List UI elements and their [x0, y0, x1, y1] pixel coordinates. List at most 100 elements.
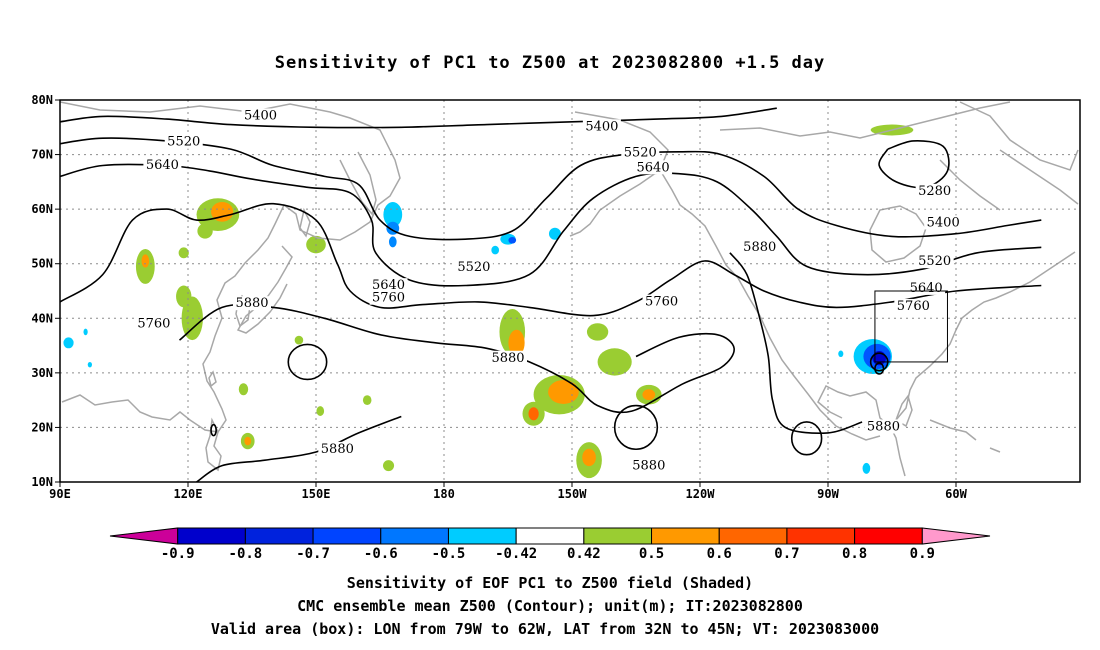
lon-tick-label: 150W — [558, 487, 588, 501]
sensitivity-blob — [176, 285, 192, 308]
contour-label: 5640 — [146, 158, 179, 173]
contour-label: 5880 — [743, 240, 776, 255]
contour-label: 5520 — [918, 254, 951, 269]
colorbar-label: -0.9 — [161, 546, 195, 562]
contour-label: 5760 — [372, 291, 405, 306]
contour-label: 5640 — [372, 278, 405, 293]
sensitivity-blob — [141, 254, 150, 268]
sensitivity-blob — [382, 460, 395, 472]
colorbar-label: 0.8 — [842, 546, 867, 562]
sensitivity-blob — [197, 223, 213, 239]
contour-label: 5880 — [235, 296, 268, 311]
sensitivity-blob — [178, 247, 189, 259]
contour-label-bg — [582, 119, 621, 134]
coastline-florida — [895, 394, 913, 428]
sensitivity-shading — [63, 124, 914, 479]
lon-tick-label: 90W — [817, 487, 839, 501]
z500-closed-contour — [790, 421, 823, 456]
z500-closed-contour — [874, 362, 885, 375]
z500-closed-contour — [613, 404, 659, 451]
contour-label-bg — [489, 350, 527, 365]
contour-label-bg — [915, 183, 954, 198]
contour-label: 5640 — [910, 281, 943, 296]
sensitivity-blob — [388, 236, 397, 248]
z500-contour-line — [878, 140, 950, 189]
contour-label: 5400 — [585, 119, 618, 134]
contour-label-bg — [369, 278, 408, 293]
z500-contour-line — [179, 303, 735, 414]
coastline-canada-north — [719, 101, 1079, 211]
contour-label: 5760 — [137, 316, 170, 331]
colorbar-label: -0.7 — [296, 546, 330, 562]
sensitivity-blob — [211, 202, 234, 222]
colorbar-label: 0.7 — [774, 546, 799, 562]
sensitivity-blob — [528, 407, 539, 421]
colorbar-label: -0.5 — [432, 546, 466, 562]
contour-label: 5880 — [632, 458, 665, 473]
map-frame — [59, 99, 1081, 483]
sensitivity-blob — [597, 348, 632, 376]
figure-title: Sensitivity of PC1 to Z500 at 2023082800… — [275, 53, 826, 73]
lat-tick-label: 60N — [31, 202, 53, 216]
contour-label-bg — [634, 160, 673, 175]
lon-tick-label: 120W — [686, 487, 716, 501]
colorbar-swatch — [447, 527, 517, 545]
z500-closed-contour — [287, 343, 328, 381]
contour-label: 5280 — [918, 184, 951, 199]
z500-closed-contour — [210, 423, 217, 437]
colorbar-label: 0.9 — [910, 546, 935, 562]
coastline-hudson-bay — [869, 205, 927, 263]
coastline-alaska — [569, 111, 669, 237]
contour-label: 5880 — [491, 351, 524, 366]
contour-label-bg — [924, 215, 963, 230]
contour-label-bg — [740, 239, 779, 254]
sensitivity-blob — [548, 379, 579, 404]
sensitivity-blob — [491, 245, 500, 255]
coastline-japan — [236, 245, 293, 334]
sensitivity-blob — [238, 383, 249, 396]
contour-label: 5520 — [457, 260, 490, 275]
caption-line-2: CMC ensemble mean Z500 (Contour); unit(m… — [297, 597, 803, 615]
lon-tick-label: 150E — [302, 487, 331, 501]
contour-label-bg — [143, 158, 182, 173]
contour-label-bg — [134, 316, 173, 331]
sensitivity-blob — [87, 361, 92, 368]
lat-tick-label: 10N — [31, 475, 53, 489]
contour-label: 5520 — [624, 146, 657, 161]
colorbar-swatch — [651, 527, 720, 545]
contour-label-bg — [864, 419, 903, 434]
z500-contour-line — [60, 137, 1042, 241]
lon-tick-label: 90E — [49, 487, 71, 501]
colorbar-label: 0.6 — [707, 546, 732, 562]
contour-label-bg — [894, 298, 933, 313]
colorbar: -0.9 -0.8 -0.7 -0.6 -0.5 -0.42 0.42 0.5 0.6 0.7 0.… — [109, 527, 991, 562]
sensitivity-blob — [586, 323, 609, 341]
contour-label: 5760 — [897, 299, 930, 314]
colorbar-label: -0.6 — [364, 546, 398, 562]
contour-label-bg — [241, 108, 280, 123]
colorbar-swatch — [854, 527, 923, 545]
contour-label: 5640 — [637, 160, 670, 175]
sensitivity-blob — [83, 328, 88, 336]
colorbar-swatch — [786, 527, 856, 545]
contour-label-bg — [629, 458, 668, 473]
colorbar-swatch — [515, 527, 585, 545]
coastline-philippines — [205, 417, 222, 472]
colorbar-swatch — [718, 527, 788, 545]
contour-label: 5880 — [867, 420, 900, 435]
z500-contour-line — [196, 415, 402, 482]
contour-label: 5400 — [927, 215, 960, 230]
sensitivity-blob — [508, 236, 517, 244]
coastline-north-america-west — [659, 169, 881, 441]
coastline-taiwan — [208, 370, 217, 388]
sensitivity-blob — [383, 202, 403, 228]
colorbar-label: 0.5 — [639, 546, 664, 562]
lon-tick-label: 180 — [433, 487, 455, 501]
z500-contours — [60, 107, 1042, 482]
sensitivity-blob — [508, 329, 525, 356]
coastline-east-asia — [60, 101, 401, 433]
longitude-tick-labels: 90E 120E 150E 180 150W 120W 90W 60W — [49, 482, 968, 501]
lon-tick-label: 60W — [945, 487, 967, 501]
